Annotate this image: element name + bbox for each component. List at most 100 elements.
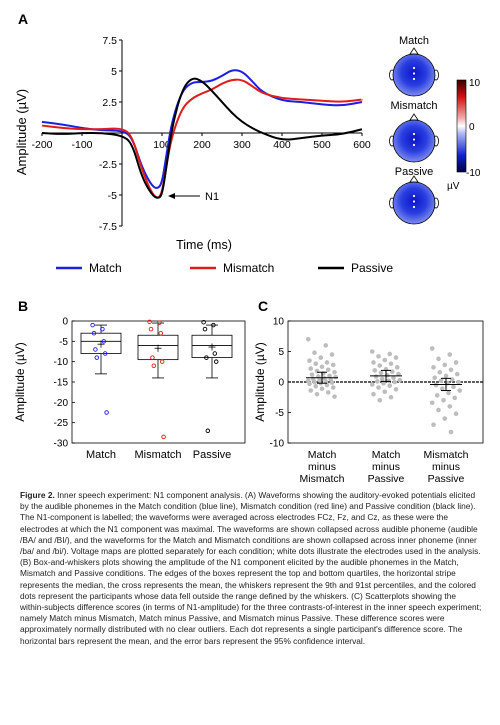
difference-dot — [332, 369, 337, 375]
x-tick-label: 600 — [353, 139, 371, 151]
difference-dot — [443, 373, 449, 379]
y-tick-label: -7.5 — [99, 221, 117, 233]
difference-dot — [448, 367, 454, 373]
panel-a-letter: A — [18, 11, 28, 27]
caption-lead: Figure 2. — [20, 490, 55, 500]
y-tick-label: 5 — [278, 347, 284, 358]
head-nose — [409, 47, 419, 55]
difference-dot — [393, 355, 399, 360]
y-tick-label: -10 — [54, 357, 69, 368]
difference-dot — [319, 364, 325, 370]
outlier-dot — [102, 351, 108, 356]
difference-dot — [389, 369, 395, 374]
difference-dot — [447, 352, 453, 357]
y-tick-label: -5 — [59, 337, 68, 348]
panel-c-ylabel: Amplitude (µV) — [253, 342, 267, 422]
y-tick-label: 0 — [62, 317, 68, 328]
n1-annotation: N1 — [168, 191, 219, 203]
voltage-map-passive — [392, 181, 436, 225]
waveform-mismatch — [41, 78, 363, 199]
panel-a-waveforms — [41, 69, 363, 199]
n1-label: N1 — [205, 191, 219, 203]
category-label: minus — [308, 461, 336, 473]
difference-dot — [447, 404, 453, 409]
electrode-dot — [412, 132, 416, 136]
panel-c-plot: 1050-5-10MatchminusMismatchMatchminusPas… — [270, 317, 484, 485]
outlier-dot — [157, 320, 162, 325]
difference-dot — [388, 361, 394, 367]
outlier-dot — [94, 355, 100, 360]
difference-dot — [323, 343, 329, 348]
difference-dot — [382, 389, 388, 395]
panel-b-plot: 0 -5 -10 -15 -20 -25 -30 Match Mismatch Passive — [54, 317, 246, 461]
head-nose — [409, 113, 419, 121]
difference-dot — [319, 386, 325, 392]
difference-dot — [432, 375, 438, 381]
waveform-passive — [41, 77, 363, 199]
colorbar-tick-min: -10 — [466, 168, 481, 179]
difference-dot — [376, 354, 381, 359]
outlier-dot — [147, 319, 152, 325]
caption-body: Inner speech experiment: N1 component an… — [20, 490, 482, 646]
electrode-dot — [412, 66, 416, 70]
legend-label-mismatch: Mismatch — [223, 261, 274, 275]
difference-dot — [329, 380, 335, 385]
difference-dot — [312, 350, 317, 356]
difference-dot — [436, 407, 441, 413]
voltage-map-title-passive: Passive — [395, 166, 434, 178]
panel-c-letter: C — [258, 298, 268, 314]
difference-dot — [433, 382, 439, 388]
legend-label-passive: Passive — [351, 261, 393, 275]
difference-dot — [379, 376, 385, 382]
panel-b-ylabel: Amplitude (µV) — [13, 342, 27, 422]
y-tick-label: -15 — [54, 378, 69, 389]
outlier-dot — [150, 355, 155, 360]
panel-a: A Amplitude (µV) Time (ms) -200 -100 100 20… — [14, 11, 393, 275]
electrode-dot — [412, 200, 416, 203]
difference-dot — [330, 362, 336, 368]
difference-dot — [457, 388, 463, 393]
voltage-map-match — [392, 53, 436, 97]
outlier-dot — [104, 410, 109, 415]
legend-label-match: Match — [89, 261, 122, 275]
electrode-dot — [412, 205, 416, 209]
electrode-dot — [412, 143, 416, 147]
difference-dot — [394, 365, 400, 370]
y-tick-label: -30 — [54, 439, 69, 450]
outlier-dot — [100, 326, 105, 332]
difference-dot — [441, 398, 446, 403]
panel-a-xlabel: Time (ms) — [176, 238, 232, 252]
difference-dot — [325, 390, 331, 395]
electrode-dot — [412, 194, 416, 198]
y-tick-label: -10 — [270, 439, 285, 450]
difference-dot — [323, 379, 329, 384]
category-label: minus — [432, 461, 460, 473]
difference-dot — [453, 360, 459, 365]
outlier-dot — [202, 326, 208, 332]
n1-arrow-head — [168, 193, 175, 199]
waveform-match — [41, 69, 363, 189]
voltage-map-mismatch — [392, 119, 436, 163]
x-tick-label: 100 — [153, 139, 171, 151]
colorbar-tick-zero: 0 — [469, 122, 475, 133]
category-label: Passive — [428, 473, 465, 485]
difference-dot — [329, 352, 335, 357]
difference-dot — [397, 377, 403, 383]
difference-dot — [391, 375, 396, 381]
difference-dot — [451, 384, 456, 390]
voltage-maps: Match Mismatch Passive 10 0 -10 µV — [389, 35, 481, 225]
difference-dot — [448, 429, 454, 435]
difference-dot — [332, 394, 337, 399]
difference-dot — [431, 365, 436, 370]
outlier-dot — [213, 359, 219, 364]
difference-dot — [377, 398, 383, 403]
y-tick-label: -20 — [54, 398, 69, 409]
panel-c: C Amplitude (µV) 1050-5-10MatchminusMism… — [253, 298, 484, 485]
difference-dot — [387, 383, 393, 388]
voltage-map-title-match: Match — [399, 35, 429, 47]
category-label: Passive — [368, 473, 405, 485]
electrode-dot — [412, 72, 416, 75]
colorbar-tick-max: 10 — [469, 78, 481, 89]
category-label: Match — [308, 449, 337, 461]
outlier-dot — [151, 363, 157, 368]
